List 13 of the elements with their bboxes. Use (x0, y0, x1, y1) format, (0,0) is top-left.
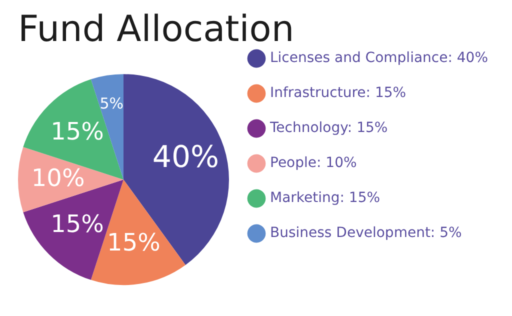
legend-label: Marketing: 15% (270, 190, 380, 206)
data-label: 15% (50, 118, 104, 146)
data-label: 10% (31, 164, 85, 192)
data-label: 15% (107, 228, 160, 256)
legend-label: Business Development: 5% (270, 225, 462, 242)
data-label: 5% (100, 94, 124, 112)
legend-label: Licenses and Compliance: 40% (270, 50, 488, 66)
data-label: 40% (152, 140, 220, 176)
data-label: 15% (50, 210, 104, 238)
chart-title: Fund Allocation (18, 8, 294, 50)
legend-label: People: 10% (270, 155, 357, 172)
legend-label: Infrastructure: 15% (270, 85, 406, 102)
legend-label: Technology: 15% (268, 120, 388, 136)
